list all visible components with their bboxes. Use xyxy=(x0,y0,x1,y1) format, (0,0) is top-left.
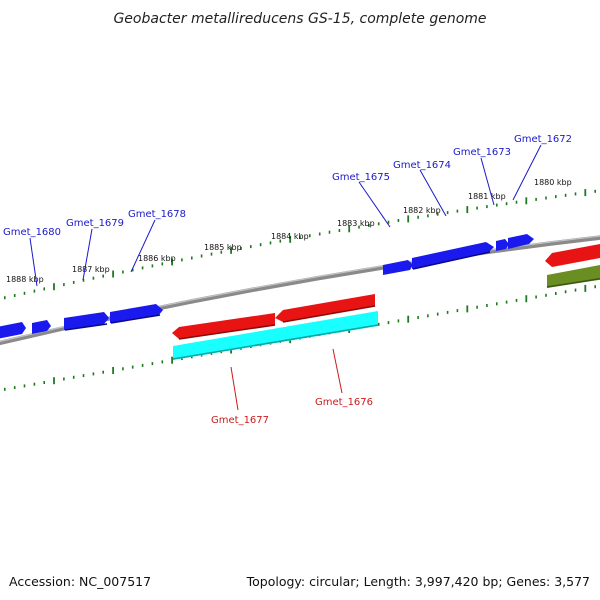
gene-arrow-shadow xyxy=(282,305,376,323)
gene-arrow[interactable] xyxy=(110,304,163,323)
tick-label-1882: 1882 kbp xyxy=(403,206,441,215)
leader-line xyxy=(512,144,542,201)
leader-line xyxy=(332,348,343,394)
leader-line xyxy=(480,157,495,206)
reverse-strand-genes xyxy=(172,243,600,340)
upper-tick-track xyxy=(4,189,597,300)
tick-label-1885: 1885 kbp xyxy=(204,243,242,252)
gene-arrow[interactable] xyxy=(64,312,109,330)
leader-line xyxy=(29,237,38,287)
gene-arrow[interactable] xyxy=(508,234,534,249)
tick-labels: 1888 kbp 1887 kbp 1886 kbp 1885 kbp 1884… xyxy=(6,178,572,284)
gene-arrow-shadow xyxy=(64,323,108,331)
map-title: Geobacter metallireducens GS-15, complet… xyxy=(113,11,486,27)
forward-gene-labels: Gmet_1680 Gmet_1679 Gmet_1678 Gmet_1675 … xyxy=(3,134,572,287)
reverse-gene-labels: Gmet_1677 Gmet_1676 xyxy=(211,348,373,426)
gene-arrow[interactable] xyxy=(545,243,600,267)
tick-label-1887: 1887 kbp xyxy=(72,265,110,274)
cyan-feature-shadow xyxy=(172,324,379,360)
olive-feature[interactable] xyxy=(547,264,600,288)
cyan-feature[interactable] xyxy=(173,311,378,360)
gene-label-gmet-1676[interactable]: Gmet_1676 xyxy=(315,397,373,408)
other-features xyxy=(172,264,600,360)
gene-arrow-shadow xyxy=(412,251,491,270)
gene-label-gmet-1673[interactable]: Gmet_1673 xyxy=(453,147,511,158)
accession-text: Accession: NC_007517 xyxy=(9,574,152,589)
gene-label-gmet-1675[interactable]: Gmet_1675 xyxy=(332,172,390,183)
gene-arrow-shadow xyxy=(110,314,161,324)
gene-label-gmet-1677[interactable]: Gmet_1677 xyxy=(211,415,269,426)
gene-label-gmet-1679[interactable]: Gmet_1679 xyxy=(66,218,124,229)
tick-label-1886: 1886 kbp xyxy=(138,254,176,263)
gene-label-gmet-1674[interactable]: Gmet_1674 xyxy=(393,160,451,171)
gene-arrow[interactable] xyxy=(496,239,509,251)
leader-line xyxy=(130,219,156,273)
genome-summary-text: Topology: circular; Length: 3,997,420 bp… xyxy=(246,574,590,589)
forward-strand-genes xyxy=(0,234,534,339)
leader-line xyxy=(230,366,239,411)
gene-arrow[interactable] xyxy=(412,242,494,269)
gene-arrow[interactable] xyxy=(383,260,413,275)
gene-arrow-shadow xyxy=(178,324,276,340)
tick-label-1888: 1888 kbp xyxy=(6,275,44,284)
leader-line xyxy=(419,169,447,217)
gene-label-gmet-1678[interactable]: Gmet_1678 xyxy=(128,209,186,220)
gene-arrow[interactable] xyxy=(275,294,375,322)
gene-arrow[interactable] xyxy=(172,313,275,339)
gene-arrow[interactable] xyxy=(0,322,26,339)
tick-label-1881: 1881 kbp xyxy=(468,192,506,201)
gene-arrow[interactable] xyxy=(32,320,51,334)
tick-label-1880: 1880 kbp xyxy=(534,178,572,187)
gene-label-gmet-1680[interactable]: Gmet_1680 xyxy=(3,227,61,238)
lower-tick-track xyxy=(4,284,597,391)
tick-label-1884: 1884 kbp xyxy=(271,232,309,241)
olive-feature-shadow xyxy=(546,278,600,288)
leader-line xyxy=(82,228,93,281)
leader-line xyxy=(358,181,391,228)
gene-label-gmet-1672[interactable]: Gmet_1672 xyxy=(514,134,572,145)
tick-label-1883: 1883 kbp xyxy=(337,219,375,228)
